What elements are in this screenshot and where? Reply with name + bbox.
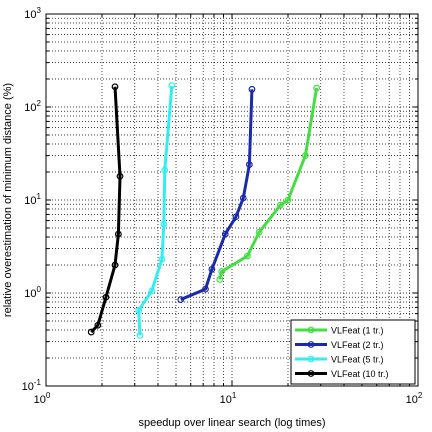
legend-label: VLFeat (10 tr.) <box>331 369 389 379</box>
y-tick-label: 102 <box>24 99 41 114</box>
data-point <box>177 296 185 303</box>
data-point <box>208 265 216 273</box>
x-tick-label: 100 <box>34 391 51 406</box>
legend-label: VLFeat (2 tr.) <box>331 340 384 350</box>
data-point <box>243 252 251 260</box>
legend-label: VLFeat (5 tr.) <box>331 355 384 365</box>
data-point <box>248 85 256 93</box>
legend-swatch-marker <box>307 370 315 377</box>
data-point <box>158 255 166 263</box>
data-point <box>114 230 122 238</box>
data-point <box>301 152 309 160</box>
data-point <box>135 306 143 314</box>
data-point <box>94 321 102 329</box>
series-line <box>137 85 174 336</box>
data-point <box>245 161 253 169</box>
data-point <box>284 196 292 204</box>
data-point <box>111 83 119 91</box>
data-point <box>160 220 168 228</box>
data-point <box>87 328 95 336</box>
data-point <box>221 230 229 238</box>
data-point <box>276 201 284 209</box>
legend-swatch-marker <box>307 326 315 334</box>
series-4 <box>87 83 124 336</box>
data-point <box>313 84 321 92</box>
series-line <box>218 87 319 280</box>
data-point <box>232 213 240 221</box>
data-point <box>116 172 124 180</box>
y-axis-label: relative overestimation of minimum dista… <box>2 83 14 317</box>
data-point <box>202 285 209 293</box>
x-tick-label: 101 <box>220 391 237 406</box>
series-3 <box>135 82 176 339</box>
y-tick-label: 10-1 <box>22 378 42 393</box>
data-point <box>161 166 169 174</box>
x-axis-label: speedup over linear search (log times) <box>138 417 325 429</box>
series-line <box>90 86 122 334</box>
legend: VLFeat (1 tr.) VLFeat (2 tr.) VLFeat (5 tr… <box>290 319 416 385</box>
data-point <box>216 276 224 283</box>
series-2 <box>177 85 256 303</box>
series-layer <box>87 82 321 339</box>
data-point <box>239 194 247 202</box>
y-tick-label: 100 <box>24 285 41 300</box>
x-tick-label: 102 <box>406 391 423 406</box>
y-tick-label: 103 <box>24 6 41 21</box>
legend-swatch-marker <box>307 355 315 363</box>
legend-swatch-marker <box>307 341 315 348</box>
data-point <box>168 82 176 89</box>
data-point <box>136 332 144 339</box>
data-point <box>111 261 119 269</box>
data-point <box>218 268 226 275</box>
data-point <box>148 287 156 295</box>
legend-label: VLFeat (1 tr.) <box>331 326 384 336</box>
data-point <box>255 228 263 236</box>
data-point <box>102 293 110 301</box>
y-tick-label: 101 <box>24 192 41 207</box>
series-1 <box>216 84 321 283</box>
series-line <box>180 89 254 301</box>
